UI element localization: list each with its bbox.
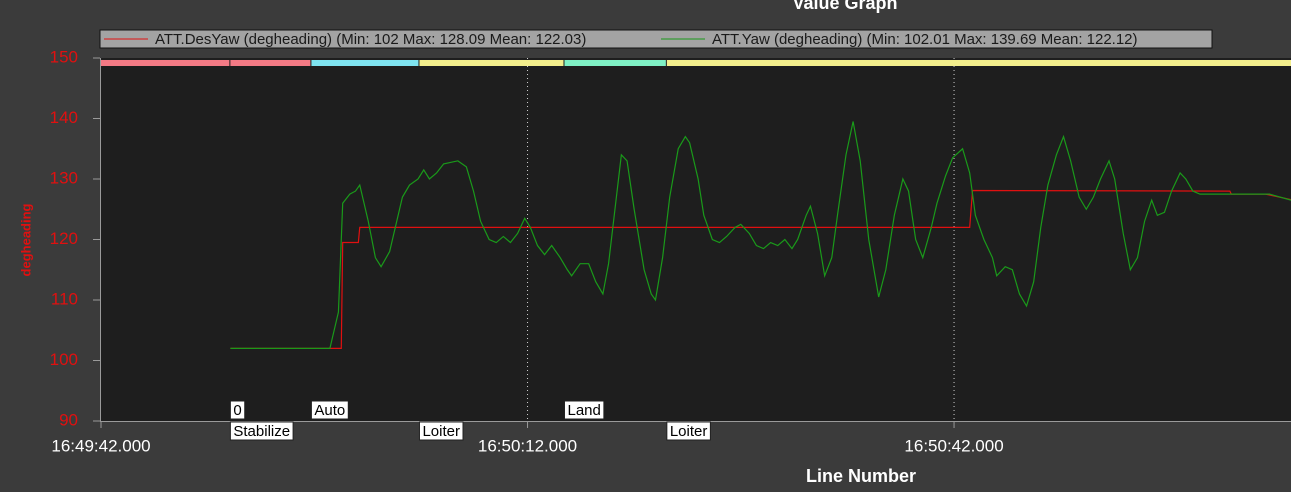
x-tick-label: 16:49:42.000 [51, 436, 150, 455]
y-tick-label: 90 [59, 410, 78, 429]
mode-band [419, 60, 564, 66]
x-tick-label: 16:50:42.000 [904, 436, 1003, 455]
mode-label-box [229, 421, 294, 441]
legend-label: ATT.Yaw (degheading) (Min: 102.01 Max: 1… [712, 31, 1138, 48]
mode-label-box [310, 400, 349, 420]
mode-band [666, 60, 1291, 66]
mode-band [230, 60, 311, 66]
mode-label: Land [567, 402, 600, 419]
mode-label-box [563, 400, 605, 420]
y-axis-label: degheading [18, 203, 33, 276]
x-axis-label: Line Number [806, 466, 916, 486]
legend-box [99, 29, 1213, 49]
y-tick-label: 150 [50, 47, 78, 66]
y-tick-label: 100 [50, 350, 78, 369]
series-line [230, 121, 1291, 349]
mode-label-box [229, 400, 246, 420]
mode-label-box [418, 421, 464, 441]
chart-title: Value Graph [792, 0, 897, 13]
y-tick-label: 140 [50, 108, 78, 127]
mode-label: Loiter [670, 423, 708, 440]
y-tick-label: 120 [50, 229, 78, 248]
mode-label: Stabilize [233, 423, 290, 440]
mode-band [311, 60, 419, 66]
plot-area [101, 58, 1291, 422]
y-tick-label: 110 [51, 289, 78, 308]
legend-label: ATT.DesYaw (degheading) (Min: 102 Max: 1… [155, 31, 586, 48]
y-tick-label: 130 [50, 168, 78, 187]
mode-label: Auto [314, 402, 345, 419]
mode-label: 0 [233, 402, 241, 419]
mode-label-box [666, 421, 711, 441]
mode-band [101, 60, 230, 66]
mode-label: Loiter [422, 423, 460, 440]
mode-band [564, 60, 666, 66]
x-tick-label: 16:50:12.000 [478, 436, 577, 455]
